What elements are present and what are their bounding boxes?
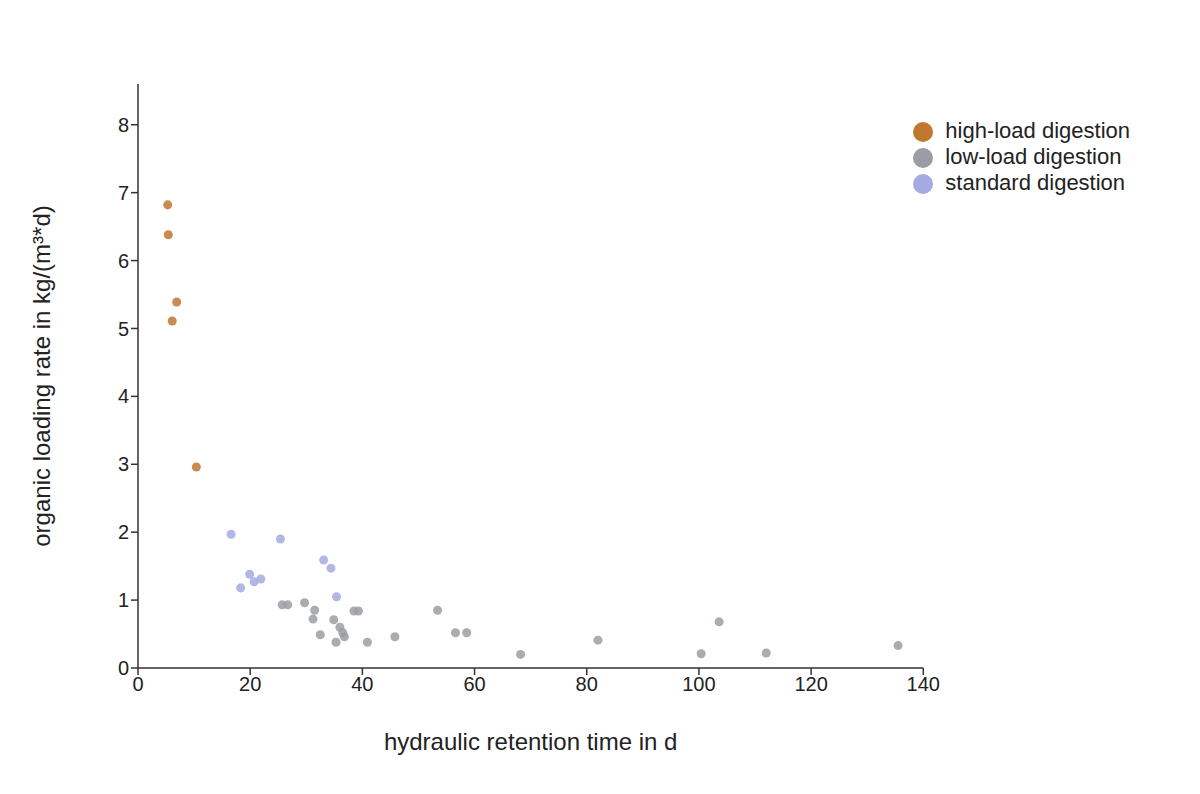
svg-text:1: 1 xyxy=(118,589,129,611)
svg-text:80: 80 xyxy=(576,673,598,695)
svg-text:5: 5 xyxy=(118,318,129,340)
svg-text:7: 7 xyxy=(118,182,129,204)
svg-text:140: 140 xyxy=(907,673,940,695)
svg-text:2: 2 xyxy=(118,521,129,543)
svg-text:60: 60 xyxy=(463,673,485,695)
html-text:high-load digestion: high-load digestion xyxy=(945,118,1130,143)
svg-text:0: 0 xyxy=(132,673,143,695)
svg-text:8: 8 xyxy=(118,114,129,136)
svg-text:6: 6 xyxy=(118,250,129,272)
svg-text:0: 0 xyxy=(118,657,129,679)
svg-text:120: 120 xyxy=(794,673,827,695)
svg-text:4: 4 xyxy=(118,385,129,407)
html-text:low-load digestion: low-load digestion xyxy=(945,144,1122,169)
svg-text:3: 3 xyxy=(118,453,129,475)
svg-text:100: 100 xyxy=(682,673,715,695)
svg-text:hydraulic retention time in d: hydraulic retention time in d xyxy=(384,728,677,755)
svg-text:20: 20 xyxy=(239,673,261,695)
svg-text:40: 40 xyxy=(351,673,373,695)
html-text:standard digestion: standard digestion xyxy=(945,170,1126,195)
svg-text:organic loading rate in kg/(m³: organic loading rate in kg/(m³*d) xyxy=(28,205,55,547)
